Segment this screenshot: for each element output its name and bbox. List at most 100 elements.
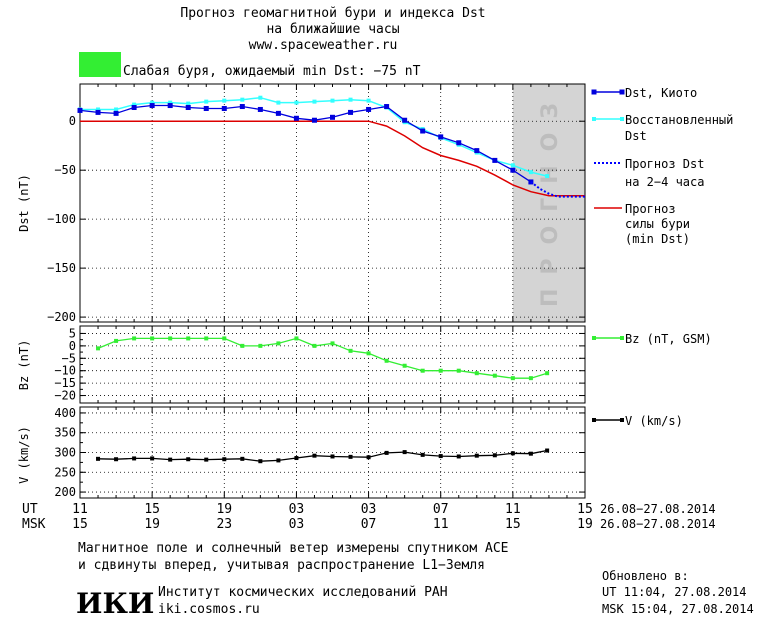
panel-frame [79,325,586,404]
legend-restored-swatch-marker [620,117,624,121]
legend-bz: Bz (nT, GSM) [625,332,712,346]
v-line-point [222,457,227,462]
x-tick-label-ut: 03 [289,502,305,517]
ut-label: UT [22,502,38,517]
v-line-point [492,453,497,458]
v-line-point [366,455,371,460]
x-tick-label-msk: 03 [289,517,305,532]
x-tick-label-msk: 07 [361,517,377,532]
dst-kyoto-line-point [420,128,426,134]
dst-kyoto-line-point [510,167,516,173]
msk-label: MSK [22,517,46,532]
v-line-point [294,456,299,461]
legend-restored-swatch-marker [592,117,596,121]
forecast-zone-label: ПРОГНОЗ [538,89,563,307]
date-range-ut: 26.08−27.08.2014 [600,502,716,516]
dst-kyoto-line-point [456,140,462,146]
restored-dst-line-point [510,163,515,168]
dst-kyoto-line-point [113,110,119,116]
v-line-point [545,448,550,453]
y-tick-label: −150 [47,261,76,275]
dst-kyoto-line-point [438,134,444,140]
legend-v-swatch-marker [592,418,596,422]
dst-kyoto-line-point [492,157,498,163]
v-line [97,449,548,462]
legend-dst-swatch-marker [591,89,597,95]
dst-kyoto-line-point [311,117,317,123]
y-tick-label: −15 [54,376,76,390]
dst-kyoto-line-point [77,107,83,113]
updated-msk: MSK 15:04, 27.08.2014 [602,602,754,616]
restored-dst-line-point [276,100,281,105]
y-axis-title: V (km/s) [17,426,31,484]
panel-3: 400 350 300 250 200 V (km/s) [17,406,586,499]
updated-label: Обновлено в: [602,569,689,583]
title-line1: Прогноз геомагнитной бури и индекса Dst [180,6,485,21]
updated-ut: UT 11:04, 27.08.2014 [602,585,747,599]
v-line-point [258,459,263,464]
y-tick-label: 250 [54,465,76,479]
restored-dst-line-point [528,170,533,175]
dst-kyoto-line-point [366,106,372,112]
legend-dst: Dst, Киото [625,86,697,100]
dst-kyoto-line-point [348,109,354,115]
legend-v-swatch-marker [620,418,624,422]
legend-storm-l2: силы бури [625,217,690,231]
x-tick-label-msk: 15 [72,517,88,532]
bz-line-point [222,336,227,341]
bz-line-point [132,336,137,341]
y-tick-label: 0 [69,339,76,353]
dst-kyoto-line-point [239,104,245,110]
grid [79,326,586,403]
institute-name: Институт космических исследований РАН [158,585,448,600]
dst-kyoto-line-point [402,117,408,123]
dst-kyoto-line-point [330,114,335,120]
v-line-point [384,450,389,455]
y-tick-label: −100 [47,212,76,226]
y-tick-label: −200 [47,310,76,324]
v-line-point [276,458,281,463]
y-axis-title: Bz (nT) [17,340,31,391]
bz-line-point [258,343,263,348]
restored-dst-line-point [186,101,191,106]
bz-line-point [168,336,173,341]
bz-line-point [348,348,353,353]
y-tick-label: −20 [54,389,76,403]
panel-2: 50−5−10−15−20 Bz (nT) [17,325,586,404]
bz-line-point [474,371,479,376]
v-line-point [96,456,101,461]
bz-line-point [312,343,317,348]
y-tick-label: 400 [54,406,76,420]
y-tick-label: −50 [54,163,76,177]
v-line-point [438,454,443,459]
bz-line-point [366,351,371,356]
legend-forecast-l2: на 2−4 часа [625,175,704,189]
legend-dst-swatch-marker [619,89,625,95]
x-tick-label-msk: 23 [216,517,232,532]
bz-line-point [186,336,191,341]
restored-dst-line-point [240,97,245,102]
legend-bz-swatch-marker [620,336,624,340]
dst-kyoto-line-point [131,105,137,111]
storm-forecast-line [80,120,585,197]
dst-kyoto-line-point [221,105,227,111]
y-tick-label: 0 [69,114,76,128]
date-range-msk: 26.08−27.08.2014 [600,517,716,531]
restored-dst-line-point [168,100,173,105]
restored-dst-line-point [258,95,263,100]
institute-url: iki.cosmos.ru [158,602,260,617]
note-line2: и сдвинуты вперед, учитывая распростране… [78,558,485,573]
v-line-point [528,451,533,456]
bz-line-point [545,371,550,376]
dst-kyoto-line-point [203,105,209,111]
v-line-point [150,456,155,461]
restored-dst-line-point [150,100,155,105]
v-line-point [168,457,173,462]
bz-line [97,337,548,379]
dst-kyoto-line-point [95,109,101,115]
restored-dst-line-point [348,97,353,102]
v-line-point [312,453,317,458]
restored-dst-line-point [114,107,119,112]
